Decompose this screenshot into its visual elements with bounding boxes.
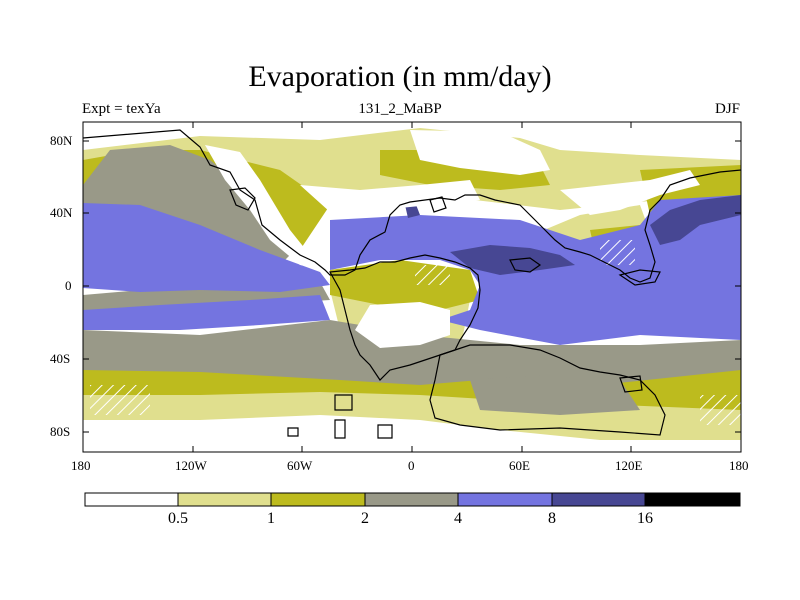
time-label: 131_2_MaBP	[358, 101, 442, 117]
lon-label-60w: 60W	[287, 458, 313, 473]
colorbar-label-1: 1	[267, 510, 275, 527]
season-label: DJF	[714, 101, 740, 117]
colorbar-box-0	[84, 492, 179, 507]
lon-label-60e: 60E	[509, 458, 530, 473]
colorbar-box-4	[457, 492, 553, 507]
colorbar-box-6	[644, 492, 741, 507]
hatched-regions	[90, 240, 741, 425]
colorbar-box-5	[551, 492, 646, 507]
colorbar-label-8: 8	[548, 510, 556, 527]
evap-level-2-4	[83, 145, 741, 415]
map-fill	[83, 122, 741, 452]
lat-label-40n: 40N	[50, 205, 73, 220]
lon-label-0: 0	[408, 458, 415, 473]
lon-label-180e: 180	[729, 458, 749, 473]
lat-label-80n: 80N	[50, 133, 73, 148]
land-interiors	[205, 130, 700, 348]
axis-ticks	[82, 122, 742, 452]
experiment-label: Expt = texYa	[82, 101, 161, 117]
land-outline	[83, 129, 741, 439]
lon-label-180w: 180	[71, 458, 91, 473]
colorbar	[84, 492, 741, 507]
colorbar-box-2	[270, 492, 366, 507]
colorbar-box-3	[364, 492, 459, 507]
lat-label-40s: 40S	[50, 351, 71, 366]
lon-label-120w: 120W	[175, 458, 207, 473]
lon-label-120e: 120E	[615, 458, 643, 473]
colorbar-label-0.5: 0.5	[168, 510, 188, 527]
colorbar-label-4: 4	[454, 510, 462, 527]
lat-label-80s: 80S	[50, 424, 71, 439]
map-title: Evaporation (in mm/day)	[248, 60, 552, 93]
colorbar-label-2: 2	[361, 510, 369, 527]
lat-label-0: 0	[65, 278, 72, 293]
colorbar-label-16: 16	[637, 510, 653, 527]
colorbar-box-1	[177, 492, 272, 507]
